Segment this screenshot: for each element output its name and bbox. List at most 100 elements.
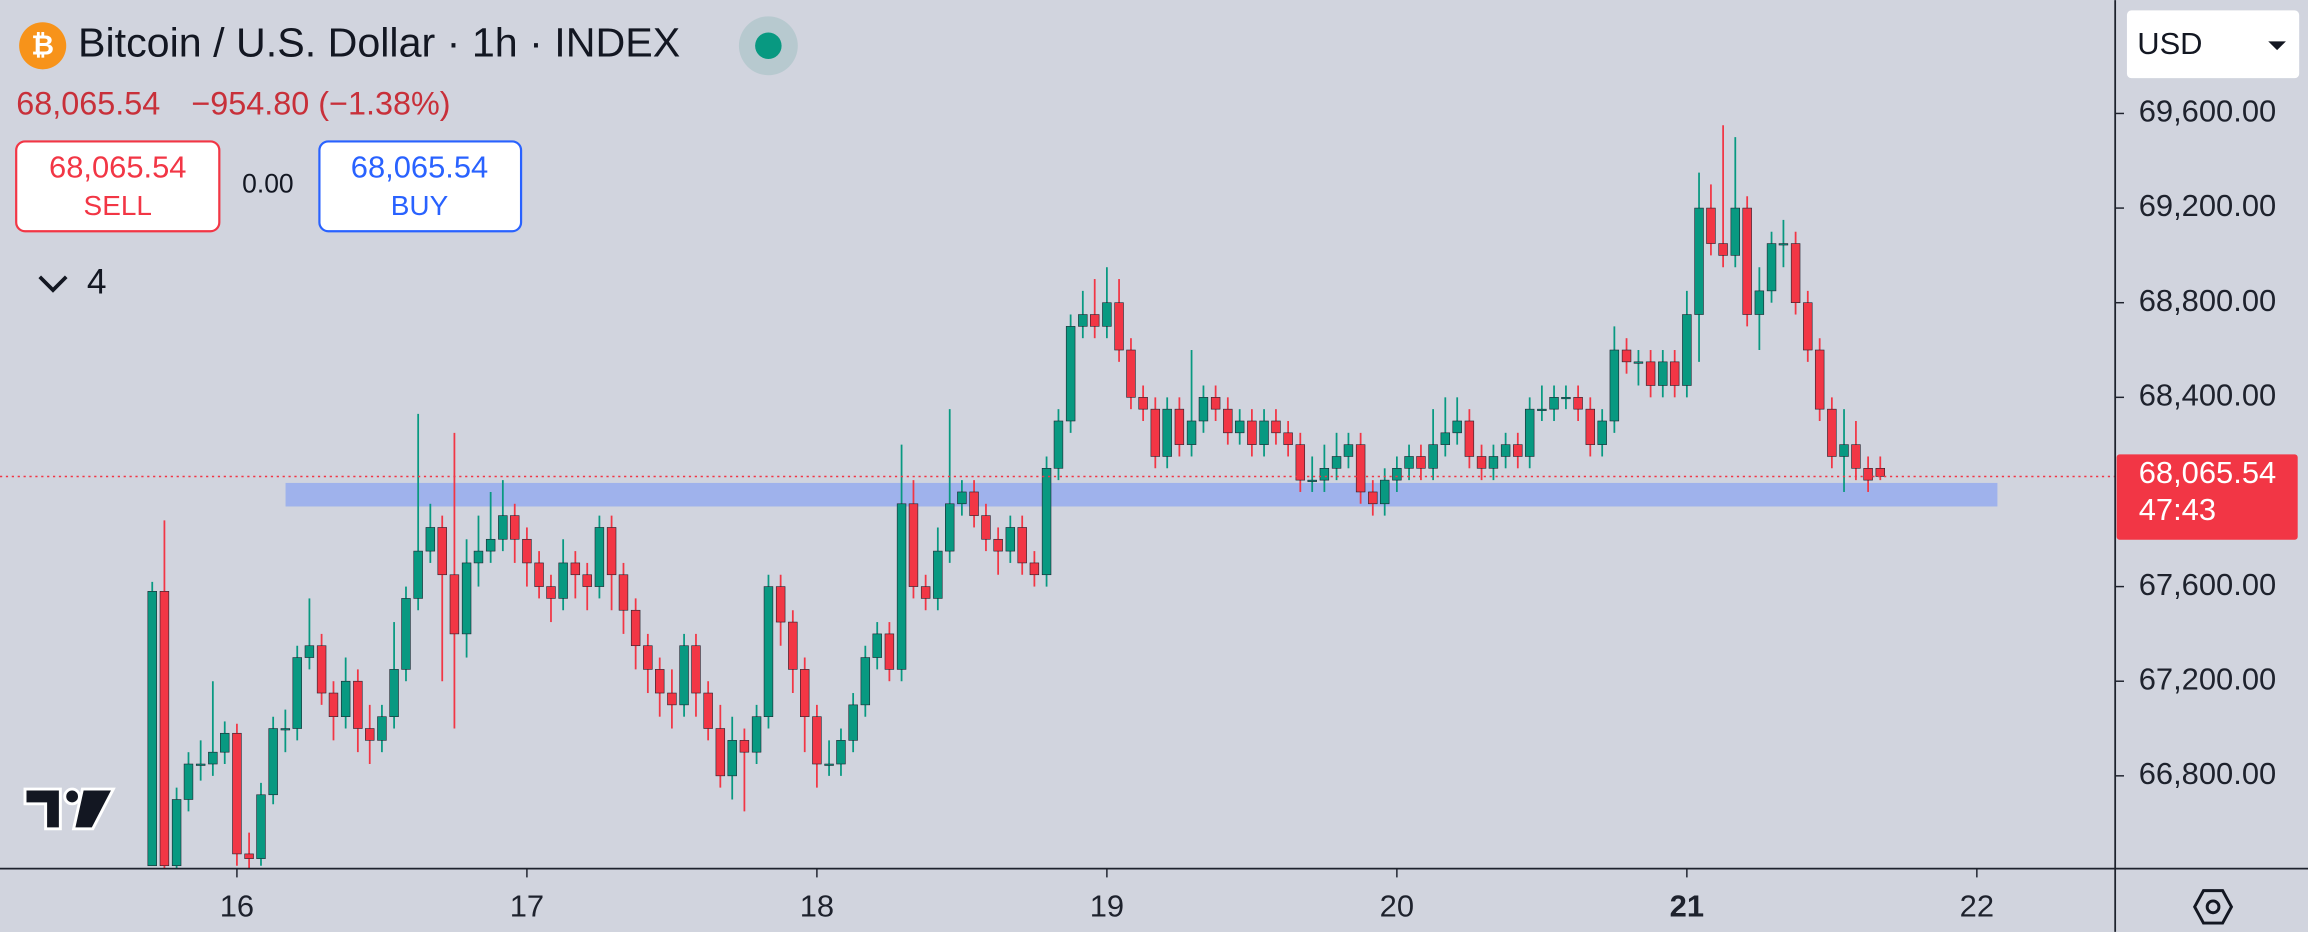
chevron-icon[interactable] — [38, 275, 68, 293]
currency-select[interactable]: USD — [2126, 10, 2300, 79]
candle-body — [1573, 397, 1583, 410]
candle-body — [1682, 314, 1692, 386]
candle-body — [1718, 243, 1728, 256]
candle-body — [824, 763, 834, 766]
candle-body — [1754, 290, 1765, 315]
candle-body — [775, 586, 786, 623]
candle-body — [1295, 444, 1306, 481]
candle-body — [1778, 243, 1789, 246]
countdown-label: 47:43 — [2139, 492, 2216, 527]
candle-body — [655, 669, 665, 694]
spread: 0.00 — [242, 169, 294, 199]
currency-label[interactable]: USD — [2137, 26, 2202, 61]
candle-body — [1186, 420, 1197, 445]
candle-body — [1464, 420, 1475, 457]
candle-body — [763, 586, 774, 717]
sell-label[interactable]: SELL — [84, 190, 152, 221]
candle-body — [1658, 361, 1668, 386]
candle-body — [703, 692, 713, 729]
candle-body — [401, 598, 411, 670]
candle-body — [1549, 397, 1559, 410]
candle-body — [1814, 349, 1825, 410]
buy-price[interactable]: 68,065.54 — [351, 150, 489, 185]
candle-body — [1609, 349, 1620, 422]
candle-body — [1839, 444, 1849, 457]
settings-button[interactable] — [2192, 889, 2234, 925]
y-tick-label: 67,600.00 — [2139, 567, 2277, 602]
candle-body — [546, 586, 556, 599]
candle-body — [679, 645, 689, 706]
sell-button[interactable]: 68,065.54 SELL — [15, 140, 221, 233]
x-tick-label: 21 — [1670, 888, 1704, 923]
logo-part — [23, 787, 62, 831]
candle-body — [812, 716, 822, 765]
x-tick-label: 22 — [1960, 888, 1994, 923]
candle-body — [908, 503, 919, 587]
settings-icon-center[interactable] — [2205, 899, 2221, 915]
candle-body — [836, 740, 846, 765]
dropdown-arrow[interactable] — [2268, 41, 2286, 51]
candle-body — [304, 645, 315, 658]
candle-body — [1790, 243, 1801, 303]
candle-body — [159, 591, 170, 867]
sell-box[interactable] — [15, 140, 221, 233]
market-status[interactable] — [755, 32, 782, 60]
candle-body — [461, 562, 472, 635]
candle-body — [1669, 361, 1680, 386]
candle-body — [280, 728, 291, 731]
candle-body — [1537, 408, 1547, 411]
candle-body — [1283, 432, 1293, 445]
indicators-count[interactable]: 4 — [87, 263, 107, 302]
candle-body — [1694, 207, 1704, 315]
candle-body — [1766, 243, 1777, 292]
candle-body — [1597, 420, 1607, 445]
candle-body — [1259, 420, 1269, 445]
candle-body — [751, 716, 762, 753]
candle-body — [788, 621, 798, 670]
candle-body — [1452, 420, 1462, 434]
candle-body — [558, 562, 568, 599]
candle-body — [715, 728, 726, 777]
candle-body — [1875, 468, 1885, 477]
candle-body — [1416, 456, 1426, 469]
indicators-toggle[interactable]: 4 — [38, 263, 107, 302]
sell-price[interactable]: 68,065.54 — [49, 150, 187, 185]
candle-body — [377, 716, 387, 741]
candle-body — [1126, 349, 1136, 398]
candle-body — [232, 732, 242, 855]
candle-body — [1742, 207, 1752, 315]
candle-body — [884, 633, 895, 670]
candle-body — [147, 591, 157, 867]
candle-body — [993, 538, 1003, 552]
candle-body — [208, 751, 218, 765]
candle-body — [848, 704, 858, 741]
buy-label[interactable]: BUY — [391, 190, 449, 221]
candle-body — [256, 794, 266, 859]
candle-body — [220, 732, 230, 753]
candle-body — [195, 763, 206, 766]
buy-button[interactable]: 68,065.54 BUY — [318, 140, 523, 233]
candle-body — [594, 527, 605, 587]
currency-box[interactable] — [2126, 10, 2300, 79]
candle-body — [1561, 397, 1571, 400]
candle-body — [1476, 456, 1487, 469]
candle-body — [727, 740, 737, 777]
candle-body — [618, 574, 629, 611]
candle-body — [1863, 468, 1873, 481]
settings-icon[interactable] — [2192, 889, 2234, 925]
y-tick-label: 68,800.00 — [2139, 283, 2277, 318]
x-tick-label: 17 — [510, 888, 544, 923]
candle-body — [365, 728, 375, 741]
candle-body — [739, 740, 750, 753]
candle-body — [1210, 397, 1221, 410]
candle-body — [1379, 479, 1390, 505]
candle-body — [1174, 408, 1185, 445]
tradingview-logo — [23, 787, 116, 831]
candle-body — [1343, 444, 1354, 457]
candle-body — [171, 799, 182, 867]
x-tick-label: 20 — [1380, 888, 1414, 923]
buy-box[interactable] — [318, 140, 523, 233]
candle-body — [1585, 408, 1596, 445]
